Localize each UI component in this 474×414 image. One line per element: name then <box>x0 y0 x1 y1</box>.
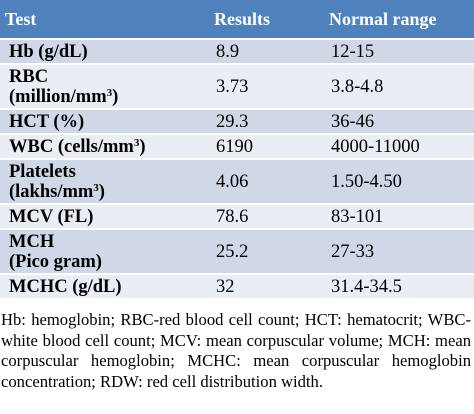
result-value: 25.2 <box>209 229 324 275</box>
lab-results-table: Test Results Normal range Hb (g/dL) 8.9 … <box>0 0 474 300</box>
table-row: Hb (g/dL) 8.9 12-15 <box>0 39 474 65</box>
test-name-end: ) <box>139 136 146 157</box>
test-name: Platelets (lakhs/mm3) <box>0 159 209 205</box>
test-name-line2: (lakhs/mm <box>9 181 94 202</box>
test-name: MCV (FL) <box>0 204 209 230</box>
header-normal-range: Normal range <box>324 0 474 40</box>
result-value: 78.6 <box>209 204 324 230</box>
table-row: RBC (million/mm3) 3.73 3.8-4.8 <box>0 64 474 110</box>
test-name-line1: MCH <box>9 231 55 252</box>
normal-range-value: 27-33 <box>324 229 474 275</box>
test-name: RBC (million/mm3) <box>0 64 209 110</box>
result-value: 8.9 <box>209 39 324 65</box>
test-name: MCHC (g/dL) <box>0 274 209 300</box>
test-name: MCH (Pico gram) <box>0 229 209 275</box>
table-row: Platelets (lakhs/mm3) 4.06 1.50-4.50 <box>0 159 474 205</box>
normal-range-value: 31.4-34.5 <box>324 274 474 300</box>
test-name-end: ) <box>112 86 119 107</box>
test-name-line1: Platelets <box>9 161 76 182</box>
result-value: 3.73 <box>209 64 324 110</box>
table-footnote: Hb: hemoglobin; RBC-red blood cell count… <box>1 310 471 391</box>
test-name: Hb (g/dL) <box>0 39 209 65</box>
test-name-line2: (Pico gram) <box>9 251 102 272</box>
header-test: Test <box>0 0 209 40</box>
normal-range-value: 36-46 <box>324 109 474 135</box>
test-name-base: WBC (cells/mm <box>9 136 134 157</box>
result-value: 6190 <box>209 134 324 160</box>
header-results: Results <box>209 0 324 40</box>
test-name-line2: (million/mm <box>9 86 107 107</box>
table-row: MCHC (g/dL) 32 31.4-34.5 <box>0 274 474 300</box>
test-name: WBC (cells/mm3) <box>0 134 209 160</box>
table-row: MCH (Pico gram) 25.2 27-33 <box>0 229 474 275</box>
test-name: HCT (%) <box>0 109 209 135</box>
superscript: 3 <box>106 86 113 99</box>
table-header-row: Test Results Normal range <box>0 0 474 40</box>
table-row: HCT (%) 29.3 36-46 <box>0 109 474 135</box>
result-value: 32 <box>209 274 324 300</box>
superscript: 3 <box>133 136 140 149</box>
table-row: MCV (FL) 78.6 83-101 <box>0 204 474 230</box>
normal-range-value: 3.8-4.8 <box>324 64 474 110</box>
normal-range-value: 83-101 <box>324 204 474 230</box>
normal-range-value: 4000-11000 <box>324 134 474 160</box>
result-value: 4.06 <box>209 159 324 205</box>
normal-range-value: 12-15 <box>324 39 474 65</box>
result-value: 29.3 <box>209 109 324 135</box>
test-name-line1: RBC <box>9 66 49 87</box>
normal-range-value: 1.50-4.50 <box>324 159 474 205</box>
superscript: 3 <box>93 181 99 194</box>
test-name-end: ) <box>98 181 105 202</box>
table-row: WBC (cells/mm3) 6190 4000-11000 <box>0 134 474 160</box>
